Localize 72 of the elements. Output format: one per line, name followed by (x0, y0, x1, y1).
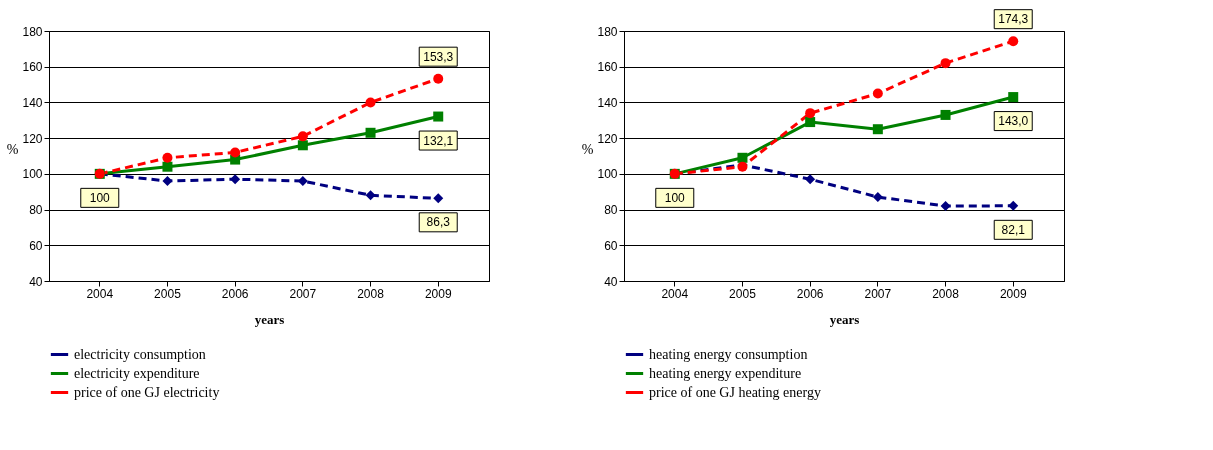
point (805, 174, 816, 185)
annotation: 174,3 (998, 12, 1029, 27)
y-tick-label: 60 (604, 238, 618, 253)
point (297, 131, 308, 142)
x-tick-label: 2006 (796, 286, 824, 301)
y-tick-label: 100 (597, 167, 618, 182)
point (805, 117, 816, 128)
point (872, 192, 883, 203)
y-tick-label: 160 (22, 60, 43, 75)
y-tick-label: 140 (597, 95, 618, 110)
annotation: 100 (664, 190, 686, 205)
x-tick-label: 2009 (999, 286, 1027, 301)
point (162, 152, 173, 163)
y-tick-label: 80 (604, 203, 618, 218)
x-tick-label: 2005 (729, 286, 757, 301)
y-tick-label: 40 (29, 274, 43, 289)
point (940, 109, 951, 120)
point (805, 108, 816, 119)
annotation: 86,3 (426, 215, 451, 230)
x-axis-title: years (829, 311, 860, 327)
x-tick-label: 2007 (864, 286, 892, 301)
point (940, 201, 951, 211)
point (737, 152, 748, 163)
y-tick-label: 120 (22, 131, 43, 146)
x-tick-label: 2004 (661, 286, 689, 301)
y-tick-label: 180 (597, 24, 618, 39)
annotation: 82,1 (1001, 222, 1026, 237)
x-tick-label: 2009 (424, 286, 452, 301)
annotation: 100 (89, 190, 111, 205)
x-tick-label: 2005 (154, 286, 182, 301)
legend-label: electricity consumption (74, 346, 206, 362)
legend-label: electricity expenditure (74, 365, 200, 381)
x-tick-label: 2006 (221, 286, 249, 301)
point (433, 193, 444, 204)
annotation: 132,1 (423, 133, 454, 148)
point (1008, 36, 1019, 47)
point (162, 176, 173, 186)
point (940, 58, 951, 69)
legend-label: price of one GJ heating energy (649, 384, 821, 400)
y-tick-label: 40 (604, 274, 618, 289)
point (1008, 92, 1019, 103)
point (162, 161, 173, 172)
point (872, 88, 883, 99)
y-tick-label: 80 (29, 203, 43, 218)
x-tick-label: 2004 (86, 286, 114, 301)
x-tick-label: 2008 (357, 286, 385, 301)
annotation: 153,3 (423, 49, 454, 64)
y-tick-label: 120 (597, 131, 618, 146)
legend-label: heating energy expenditure (649, 365, 802, 381)
point (365, 127, 376, 138)
y-tick-label: 100 (22, 167, 43, 182)
y-tick-label: 140 (22, 95, 43, 110)
legend-label: heating energy consumption (649, 346, 808, 362)
y-axis-title: % (6, 141, 19, 157)
point (1008, 200, 1019, 211)
point (365, 97, 376, 108)
y-tick-label: 180 (22, 24, 43, 39)
point (365, 190, 376, 201)
annotation: 143,0 (998, 114, 1029, 129)
point (433, 73, 444, 84)
x-tick-label: 2007 (289, 286, 317, 301)
y-tick-label: 60 (29, 238, 43, 253)
x-axis-title: years (254, 311, 285, 327)
legend-label: price of one GJ electricity (74, 384, 220, 400)
point (297, 140, 308, 151)
point (433, 111, 444, 122)
point (230, 174, 241, 185)
point (230, 147, 241, 158)
x-tick-label: 2008 (932, 286, 960, 301)
point (872, 124, 883, 135)
y-tick-label: 160 (597, 60, 618, 75)
y-axis-title: % (581, 141, 594, 157)
